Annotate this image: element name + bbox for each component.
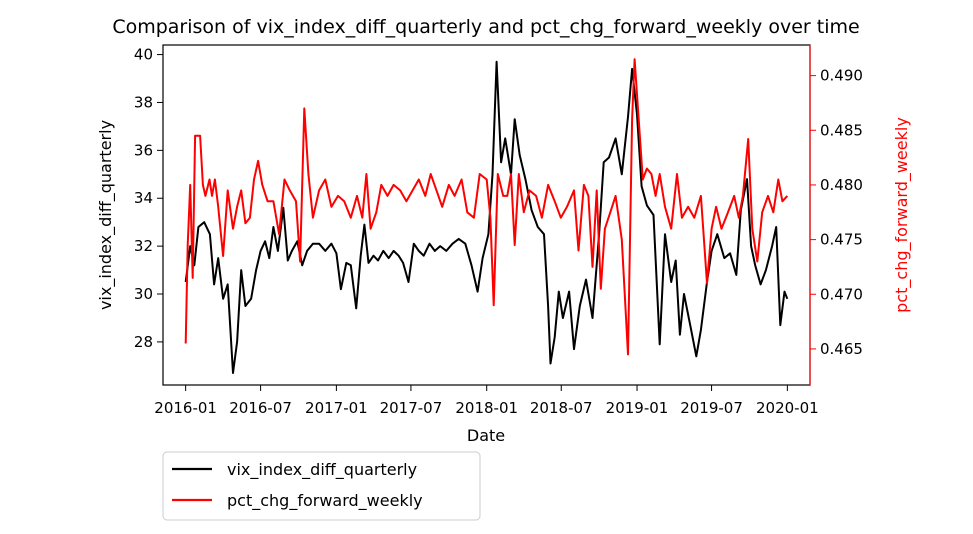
legend-label-pct: pct_chg_forward_weekly	[227, 491, 423, 511]
x-tick-label: 2019-07	[680, 399, 743, 417]
x-axis-label: Date	[467, 426, 505, 445]
left-y-tick-label: 36	[134, 141, 153, 159]
left-y-axis-label: vix_index_diff_quarterly	[96, 120, 116, 310]
left-y-tick-label: 38	[134, 93, 153, 111]
right-y-axis: 0.465 0.470 0.475 0.480 0.485 0.490	[810, 67, 863, 358]
legend: vix_index_diff_quarterly pct_chg_forward…	[162, 451, 481, 521]
x-tick-label: 2017-01	[305, 399, 368, 417]
left-y-tick-label: 40	[134, 46, 153, 64]
right-y-tick-label: 0.480	[820, 176, 863, 194]
right-y-axis-label: pct_chg_forward_weekly	[892, 117, 912, 313]
x-tick-label: 2016-07	[229, 399, 292, 417]
x-tick-label: 2018-01	[455, 399, 518, 417]
left-y-tick-label: 30	[134, 285, 153, 303]
right-y-tick-label: 0.470	[820, 285, 863, 303]
x-tick-label: 2018-07	[530, 399, 593, 417]
legend-label-vix: vix_index_diff_quarterly	[227, 460, 417, 480]
x-tick-label: 2017-07	[380, 399, 443, 417]
x-tick-label: 2019-01	[606, 399, 669, 417]
x-tick-label: 2016-01	[154, 399, 217, 417]
series-line-pct-chg-forward-weekly	[184, 58, 789, 356]
series-layer	[184, 58, 789, 374]
legend-box	[162, 451, 481, 521]
series-line-vix-index-diff-quarterly	[184, 60, 789, 374]
left-y-axis: 28 30 32 34 36 38 40	[134, 46, 163, 351]
x-tick-label: 2020-01	[756, 399, 819, 417]
chart-title: Comparison of vix_index_diff_quarterly a…	[112, 16, 859, 38]
right-y-tick-label: 0.465	[820, 340, 863, 358]
x-axis: 2016-01 2016-07 2017-01 2017-07 2018-01 2018-…	[154, 385, 819, 417]
right-y-tick-label: 0.475	[820, 231, 863, 249]
left-y-tick-label: 34	[134, 189, 153, 207]
right-y-tick-label: 0.485	[820, 121, 863, 139]
right-y-tick-label: 0.490	[820, 67, 863, 85]
left-y-tick-label: 32	[134, 237, 153, 255]
left-y-tick-label: 28	[134, 333, 153, 351]
